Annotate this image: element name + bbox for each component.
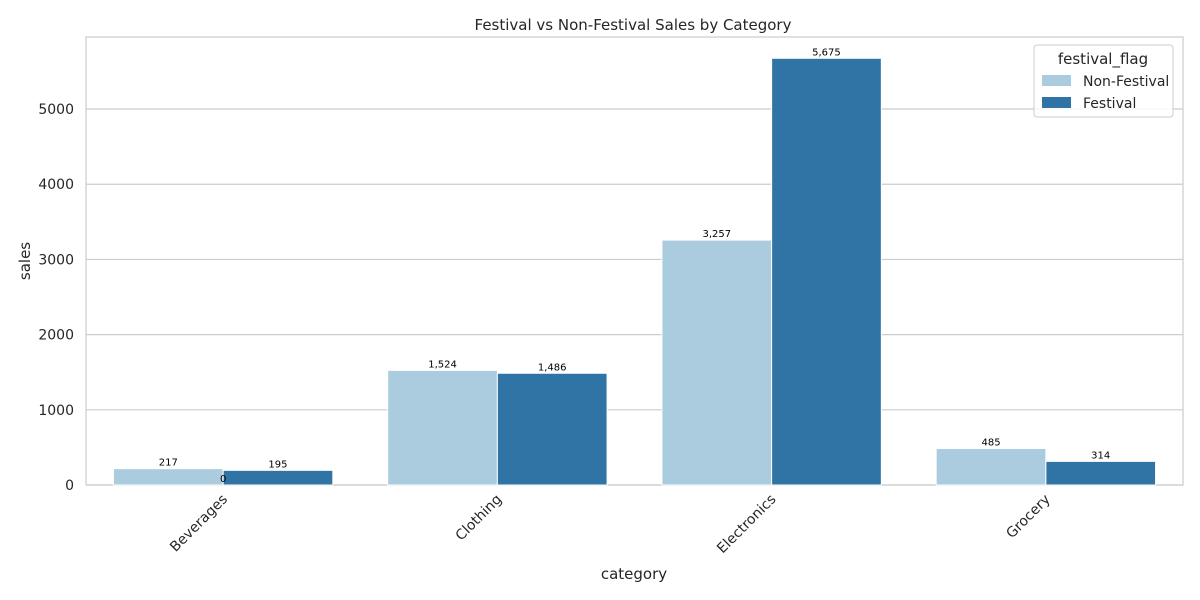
y-tick-labels: 0 1000 2000 3000 4000 5000 bbox=[38, 102, 74, 494]
data-label-zero-beverages: 0 bbox=[220, 474, 226, 485]
legend-swatch-festival bbox=[1042, 97, 1071, 108]
y-tick-label: 5000 bbox=[38, 102, 74, 118]
legend-title: festival_flag bbox=[1058, 50, 1148, 69]
legend-swatch-non-festival bbox=[1042, 75, 1071, 86]
legend-label-non-festival: Non-Festival bbox=[1083, 74, 1169, 90]
bar-non-festival-grocery bbox=[935, 448, 1047, 486]
x-axis-label: category bbox=[601, 565, 667, 583]
y-tick-label: 4000 bbox=[38, 177, 74, 193]
gridlines bbox=[86, 108, 1183, 486]
data-label-non-festival-electronics: 3,257 bbox=[702, 229, 731, 240]
bar-non-festival-clothing bbox=[387, 369, 498, 486]
x-tick-labels: Beverages Clothing Electronics Grocery bbox=[167, 492, 1054, 557]
data-label-festival-clothing: 1,486 bbox=[538, 362, 567, 373]
y-tick-label: 1000 bbox=[38, 403, 74, 419]
data-label-festival-electronics: 5,675 bbox=[812, 47, 841, 58]
data-label-non-festival-clothing: 1,524 bbox=[428, 359, 457, 370]
plot-frame bbox=[85, 36, 1184, 486]
x-tick-label-beverages: Beverages bbox=[167, 492, 231, 556]
y-tick-label: 0 bbox=[65, 478, 74, 494]
x-tick-label-electronics: Electronics bbox=[714, 492, 779, 557]
data-labels: 217 1,524 3,257 485 195 1,486 5,675 314 0 bbox=[159, 47, 1111, 485]
bar-festival-beverages bbox=[222, 469, 334, 486]
y-axis-label: sales bbox=[16, 242, 34, 280]
data-label-festival-grocery: 314 bbox=[1091, 450, 1110, 461]
x-tick-label-grocery: Grocery bbox=[1003, 492, 1053, 542]
y-tick-label: 3000 bbox=[38, 252, 74, 268]
bar-non-festival-electronics bbox=[661, 239, 773, 486]
bar-festival-clothing bbox=[496, 372, 608, 486]
y-tick-label: 2000 bbox=[38, 328, 74, 344]
bar-non-festival-beverages bbox=[112, 468, 224, 486]
legend-label-festival: Festival bbox=[1083, 96, 1136, 112]
data-label-festival-beverages: 195 bbox=[268, 459, 287, 470]
legend: festival_flag Non-Festival Festival bbox=[1033, 44, 1174, 118]
chart-title: Festival vs Non-Festival Sales by Catego… bbox=[475, 16, 792, 34]
bar-festival-electronics bbox=[771, 57, 882, 486]
x-tick-label-clothing: Clothing bbox=[453, 492, 506, 545]
data-label-non-festival-grocery: 485 bbox=[981, 438, 1000, 449]
bars bbox=[112, 57, 1157, 486]
data-label-non-festival-beverages: 217 bbox=[159, 458, 178, 469]
bar-festival-grocery bbox=[1045, 460, 1157, 486]
